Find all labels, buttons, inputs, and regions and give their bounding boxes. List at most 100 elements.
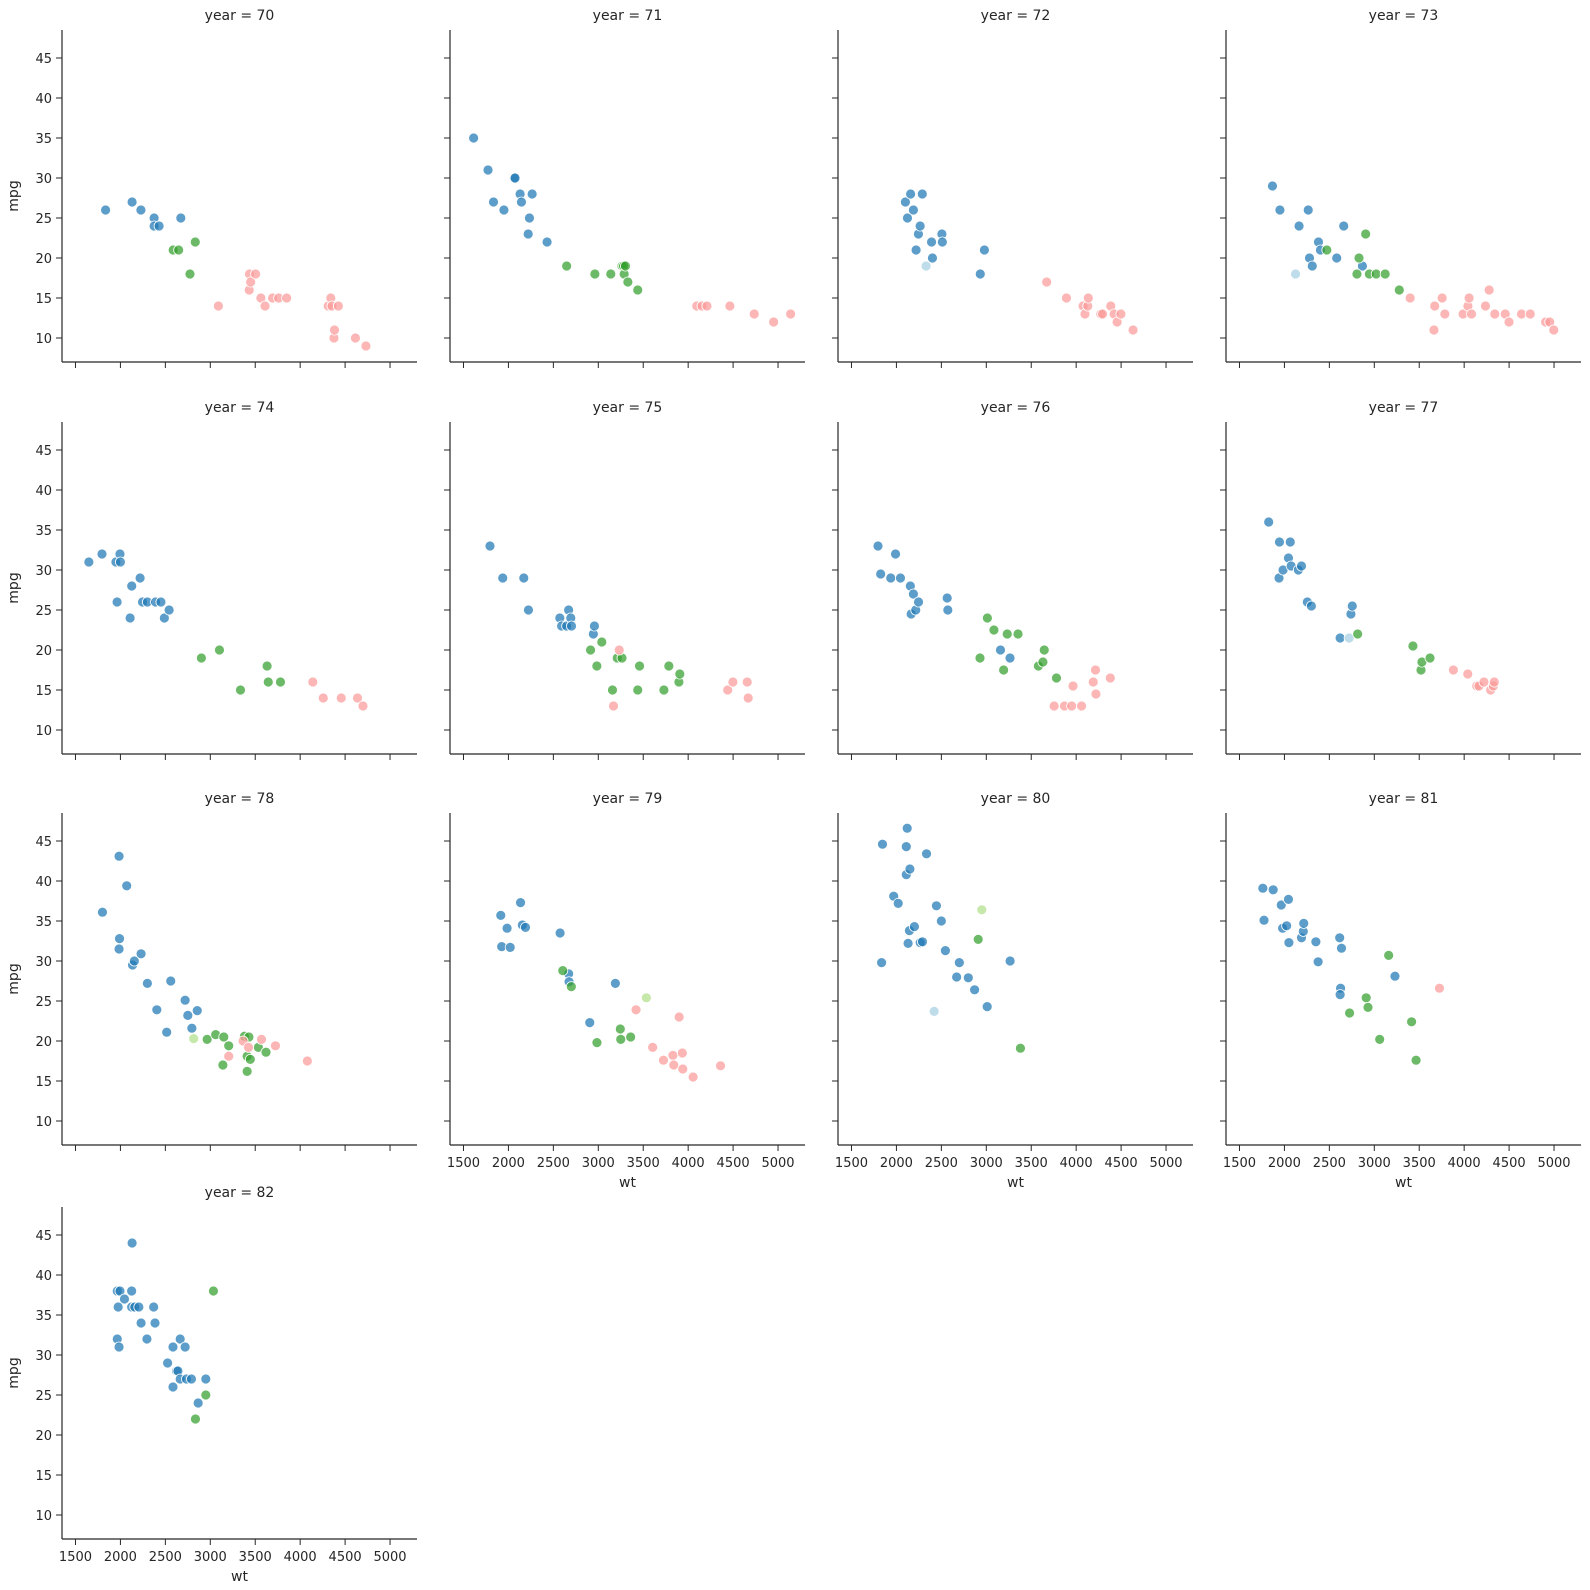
data-point (877, 838, 888, 850)
data-point (1407, 640, 1419, 652)
data-point (995, 644, 1006, 656)
data-point (1483, 284, 1495, 296)
data-point (179, 994, 191, 1006)
data-point (114, 1285, 126, 1297)
facet-title: year = 74 (205, 400, 275, 416)
data-point (141, 1333, 153, 1345)
data-point (260, 1046, 272, 1058)
facet-title: year = 80 (981, 791, 1051, 807)
data-point (722, 684, 734, 696)
x-tick-label: 4500 (717, 1156, 750, 1171)
data-point (128, 955, 140, 967)
data-point (520, 922, 531, 933)
x-tick-label: 3500 (627, 1156, 660, 1171)
data-point (352, 692, 363, 704)
data-point (1360, 992, 1372, 1004)
data-point (561, 260, 573, 272)
data-point (677, 1063, 689, 1075)
x-tick-label: 2500 (925, 1156, 958, 1171)
data-point (935, 915, 947, 927)
data-point (1503, 316, 1515, 328)
data-point (126, 580, 138, 592)
data-point (890, 548, 901, 560)
data-point (484, 540, 496, 552)
x-tick-label: 4500 (1105, 1156, 1138, 1171)
data-point (350, 332, 361, 344)
data-point (1038, 644, 1050, 656)
facet-panel: year = 71 (444, 8, 805, 368)
data-point (223, 1040, 235, 1052)
data-point (640, 992, 652, 1004)
x-tick-label: 1500 (1223, 1156, 1256, 1171)
data-point (1352, 628, 1364, 640)
data-point (190, 1413, 201, 1425)
data-point (124, 612, 136, 624)
data-point (155, 596, 167, 608)
data-point (174, 1333, 186, 1345)
data-point (111, 596, 123, 608)
y-tick-label: 15 (35, 1075, 52, 1090)
y-tick-label: 45 (35, 835, 52, 850)
data-point (468, 132, 480, 144)
data-point (357, 700, 369, 712)
data-point (741, 676, 753, 688)
data-point (1115, 308, 1127, 320)
data-point (596, 636, 608, 648)
data-point (1410, 1054, 1422, 1066)
x-axis-label: wt (231, 1569, 248, 1585)
data-point (1257, 882, 1269, 894)
data-point (217, 1059, 229, 1071)
x-tick-label: 4500 (329, 1550, 362, 1565)
data-point (591, 660, 603, 672)
y-tick-label: 15 (35, 1469, 52, 1484)
data-point (504, 942, 516, 953)
data-point (1306, 260, 1318, 272)
facet-title: year = 82 (205, 1185, 275, 1201)
data-point (208, 1285, 219, 1297)
data-point (875, 568, 887, 580)
data-point (658, 684, 670, 696)
data-point (161, 1026, 173, 1038)
x-tick-label: 3000 (1358, 1156, 1391, 1171)
y-tick-label: 25 (35, 1389, 52, 1404)
data-point (1293, 220, 1305, 232)
data-point (214, 644, 225, 656)
facet-panel: year = 81 1500 2000 2500 3000 3500 4000 4500 500… (1220, 791, 1581, 1191)
x-tick-label: 3000 (970, 1156, 1003, 1171)
facet-title: year = 72 (981, 8, 1051, 24)
data-point (301, 1055, 313, 1067)
data-point (910, 244, 922, 256)
data-point (245, 276, 257, 288)
y-tick-label: 20 (35, 1429, 52, 1444)
data-point (1436, 292, 1448, 304)
data-point (1015, 1042, 1026, 1054)
data-point (658, 1054, 669, 1066)
data-point (981, 1001, 993, 1012)
x-tick-label: 3500 (1015, 1156, 1048, 1171)
data-point (201, 1034, 213, 1045)
data-point (262, 676, 274, 688)
y-tick-label: 30 (35, 955, 52, 970)
data-point (901, 822, 913, 834)
y-tick-label: 40 (35, 92, 52, 107)
facet-title: year = 73 (1369, 8, 1439, 24)
data-point (913, 596, 924, 608)
x-axis-label: wt (619, 1175, 636, 1191)
data-point (516, 196, 527, 208)
data-point (727, 676, 739, 688)
data-point (622, 276, 634, 288)
data-point (785, 308, 797, 320)
data-point (1524, 308, 1536, 320)
data-point (668, 1059, 680, 1071)
data-point (1374, 1034, 1386, 1045)
facet-panel: year = 78 10 15 20 25 30 35 40 45 mpg (6, 791, 417, 1151)
data-point (620, 260, 631, 272)
data-point (1048, 700, 1060, 712)
data-point (902, 212, 913, 224)
y-tick-label: 20 (35, 252, 52, 267)
data-point (1489, 308, 1501, 320)
data-point (1127, 324, 1139, 336)
y-tick-label: 45 (35, 444, 52, 459)
y-tick-label: 20 (35, 644, 52, 659)
x-tick-label: 5000 (1149, 1156, 1182, 1171)
